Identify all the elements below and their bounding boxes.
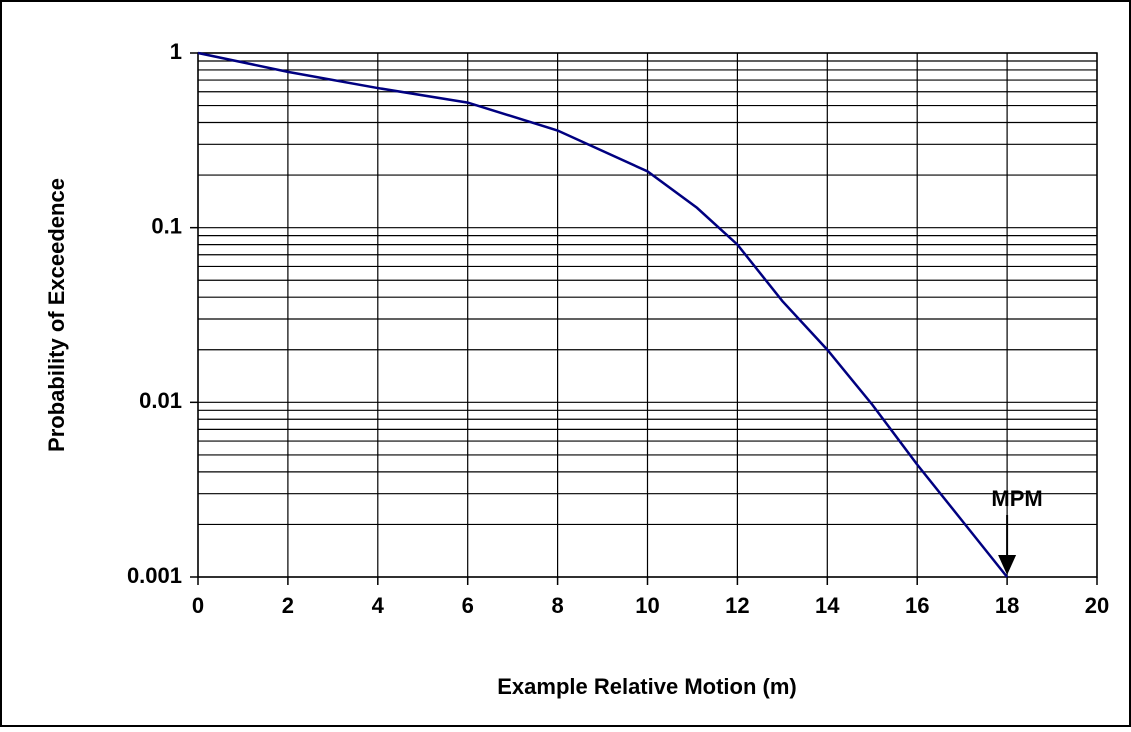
y-tick-label: 0.1 <box>151 213 182 238</box>
y-axis-label: Probability of Exceedence <box>44 178 69 452</box>
x-tick-label: 6 <box>462 593 474 618</box>
annotation-text: MPM <box>991 486 1042 511</box>
x-tick-label: 8 <box>551 593 563 618</box>
x-tick-label: 4 <box>372 593 385 618</box>
x-tick-label: 12 <box>725 593 749 618</box>
x-tick-label: 2 <box>282 593 294 618</box>
x-tick-label: 0 <box>192 593 204 618</box>
x-axis-label: Example Relative Motion (m) <box>497 674 797 699</box>
annotation-arrowhead <box>998 555 1017 575</box>
x-tick-label: 14 <box>815 593 840 618</box>
x-tick-label: 18 <box>995 593 1019 618</box>
plot-border <box>197 52 1098 578</box>
y-tick-label: 1 <box>170 39 182 64</box>
x-tick-label: 20 <box>1085 593 1109 618</box>
x-tick-label: 10 <box>635 593 659 618</box>
data-line <box>197 51 1009 578</box>
y-tick-label: 0.01 <box>139 388 182 413</box>
x-tick-label: 16 <box>905 593 929 618</box>
y-tick-label: 0.001 <box>127 563 182 588</box>
